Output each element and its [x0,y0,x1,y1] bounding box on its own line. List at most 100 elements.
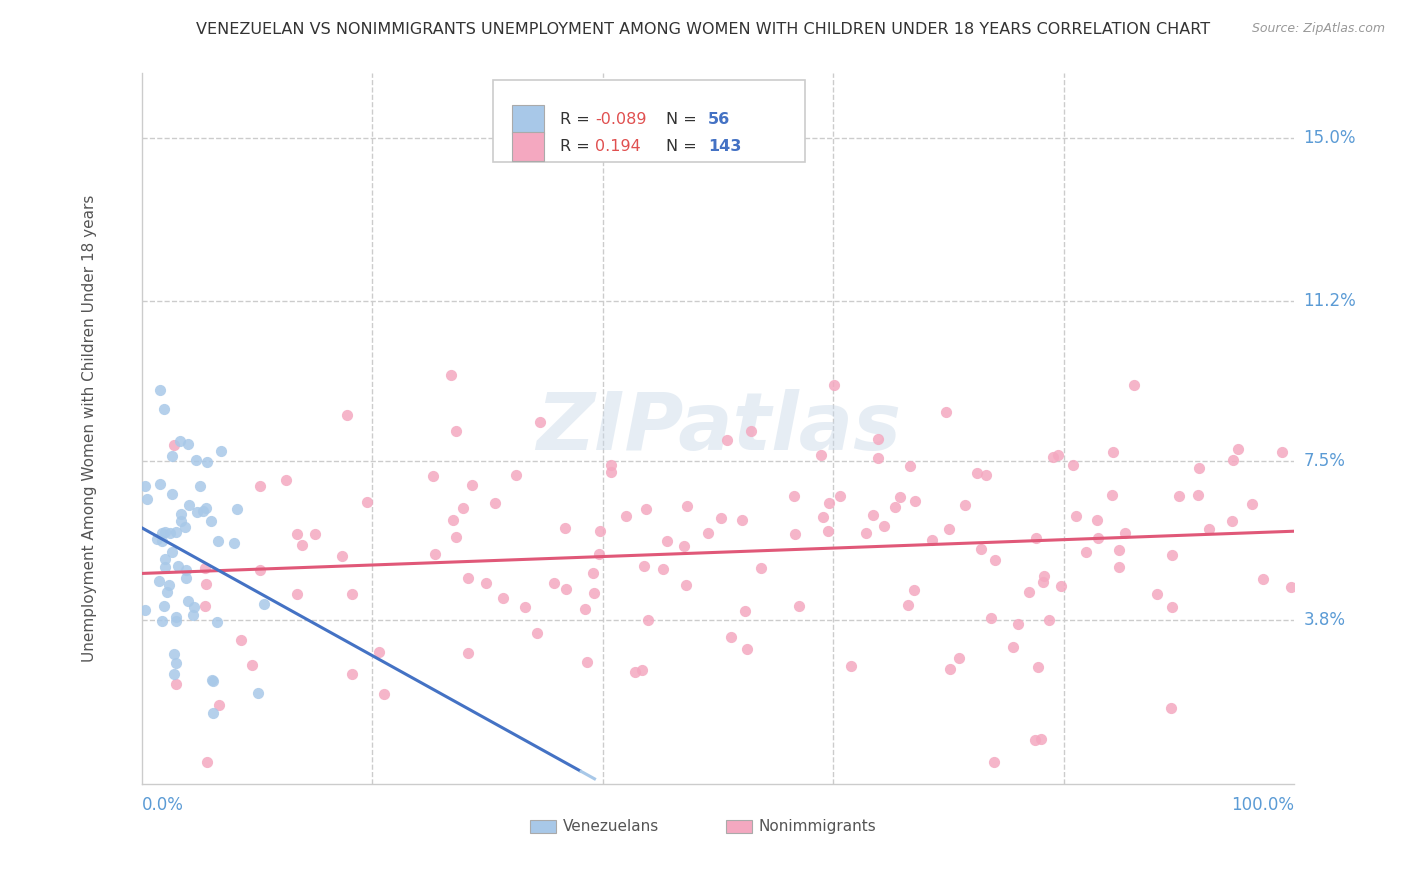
Point [457,647,479,661]
Point [356,495,378,509]
Point [457,571,479,585]
Text: 0.194: 0.194 [595,138,641,153]
Text: 11.2%: 11.2% [1303,293,1357,310]
Point [1160,700,1182,714]
Point [150,525,173,540]
Point [581,566,603,581]
Point [554,582,576,596]
Point [576,655,599,669]
Text: 100.0%: 100.0% [1232,797,1295,814]
Text: VENEZUELAN VS NONIMMIGRANTS UNEMPLOYMENT AMONG WOMEN WITH CHILDREN UNDER 18 YEAR: VENEZUELAN VS NONIMMIGRANTS UNEMPLOYMENT… [195,22,1211,37]
Point [240,657,263,672]
Point [855,526,877,541]
Point [368,645,391,659]
Point [616,508,638,523]
Point [209,443,232,458]
Point [811,510,834,524]
Text: -0.089: -0.089 [595,112,647,127]
Point [195,455,218,469]
Point [136,491,159,506]
Point [188,479,211,493]
Point [153,402,176,417]
Point [159,525,181,540]
Text: Venezuelans: Venezuelans [562,819,659,834]
Point [193,504,215,518]
Point [169,434,191,448]
Point [1047,448,1070,462]
Point [174,571,197,585]
Point [285,587,308,601]
Point [1101,488,1123,502]
Point [1064,509,1087,524]
Point [229,632,252,647]
Point [1226,442,1249,456]
Point [149,477,172,491]
Point [165,610,187,624]
Point [633,559,655,574]
Point [201,706,224,721]
Point [948,650,970,665]
Point [818,495,841,509]
Point [841,658,863,673]
Point [184,453,207,467]
Point [904,493,927,508]
Point [186,505,208,519]
Point [966,467,988,481]
Point [336,409,359,423]
Point [1160,600,1182,615]
Point [195,501,218,516]
Point [716,433,738,447]
Point [451,501,474,516]
Point [675,578,697,592]
Point [201,673,224,687]
Point [862,508,884,522]
Point [938,522,960,536]
Point [903,582,925,597]
Point [155,560,177,574]
Point [146,533,169,547]
Point [783,526,806,541]
Point [153,524,176,539]
Point [165,614,187,628]
Text: Nonimmigrants: Nonimmigrants [758,819,876,834]
Point [526,626,548,640]
Point [461,477,484,491]
Point [163,648,186,662]
Point [194,561,217,575]
Point [194,599,217,614]
Point [554,520,576,534]
Point [588,547,610,561]
Point [889,490,911,504]
Point [165,656,187,670]
Point [740,424,762,438]
Text: ZIPatlas: ZIPatlas [536,389,901,467]
Point [675,499,697,513]
Point [970,541,993,556]
Point [817,524,839,538]
Point [984,552,1007,566]
Point [1220,515,1243,529]
Point [165,677,187,691]
Point [249,563,271,577]
Point [440,368,463,382]
Point [1002,640,1025,655]
Point [634,502,657,516]
Point [247,685,270,699]
Point [170,514,193,528]
Point [484,496,506,510]
Text: R =: R = [560,138,595,153]
Point [599,458,621,472]
Point [1187,488,1209,502]
Point [160,486,183,500]
Point [304,527,326,541]
Point [149,383,172,397]
Point [873,518,896,533]
Point [1198,522,1220,536]
Text: Source: ZipAtlas.com: Source: ZipAtlas.com [1251,22,1385,36]
Point [710,510,733,524]
Text: 56: 56 [707,112,730,127]
Point [200,514,222,528]
Point [898,458,921,473]
Point [1114,525,1136,540]
Point [285,527,308,541]
